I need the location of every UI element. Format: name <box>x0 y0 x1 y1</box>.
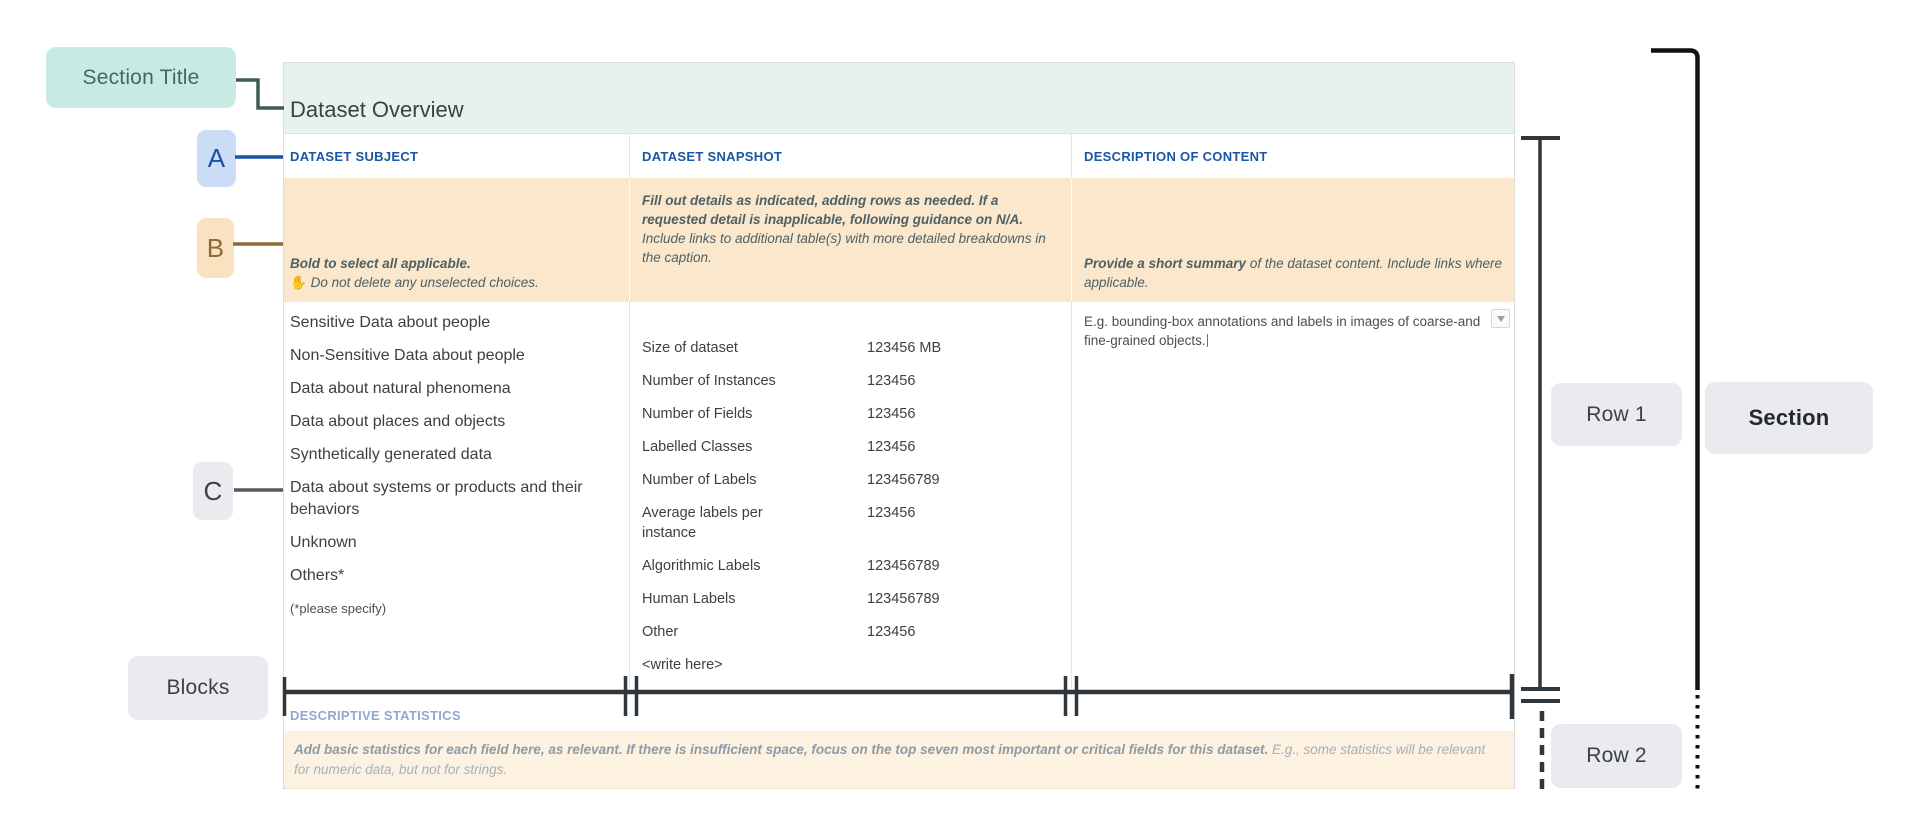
subject-instruction-rest: Do not delete any unselected choices. <box>306 275 539 290</box>
snapshot-label: Number of Labels <box>642 472 757 488</box>
snapshot-row: Number of Labels 123456789 <box>642 470 1061 490</box>
snapshot-label: Number of Fields <box>642 406 753 422</box>
subject-option: Data about places and objects <box>290 413 506 430</box>
write-here-placeholder: <write here> <box>642 657 723 673</box>
descriptive-statistics-header-row: DESCRIPTIVE STATISTICS <box>284 689 1514 731</box>
section-callout-text: Section <box>1748 405 1830 430</box>
snapshot-value: 123456 <box>867 373 916 389</box>
subject-options-cell: Sensitive Data about people Non-Sensitiv… <box>284 302 629 689</box>
snapshot-row: Labelled Classes 123456 <box>642 437 1061 457</box>
snapshot-instruction-rest: Include links to additional table(s) wit… <box>642 231 1046 265</box>
snapshot-value: 123456 MB <box>867 340 942 356</box>
text-cursor <box>1206 334 1209 347</box>
subject-option: Others* <box>290 567 345 584</box>
callout-c: C <box>193 462 233 520</box>
subject-option: Synthetically generated data <box>290 446 492 463</box>
row1-callout-text: Row 1 <box>1586 402 1647 426</box>
snapshot-value: 123456 <box>867 439 916 455</box>
snapshot-row: Human Labels 123456789 <box>642 589 1061 609</box>
descriptive-statistics-instruction-row: Add basic statistics for each field here… <box>284 731 1514 789</box>
subject-option: Sensitive Data about people <box>290 314 491 331</box>
section-title-connector <box>236 78 284 110</box>
snapshot-row: Average labels per instance 123456 <box>642 503 1061 543</box>
snapshot-value: 123456 <box>867 406 916 422</box>
subject-option: Data about systems or products and their… <box>290 479 583 518</box>
callout-a: A <box>197 130 236 187</box>
row2-callout: Row 2 <box>1551 724 1682 788</box>
stats-instruction-bold: Add basic statistics for each field here… <box>294 742 1269 757</box>
stats-instruction-rest: E.g., some statistics will be relevant f… <box>294 742 1486 777</box>
section-title-callout-text: Section Title <box>82 65 200 89</box>
blocks-callout-text: Blocks <box>166 676 230 699</box>
column-header-row: DATASET SUBJECT DATASET SNAPSHOT DESCRIP… <box>284 134 1514 178</box>
section-callout: Section <box>1705 382 1873 454</box>
snapshot-row: Number of Instances 123456 <box>642 371 1061 391</box>
blocks-callout: Blocks <box>128 656 268 720</box>
snapshot-label: Labelled Classes <box>642 439 753 455</box>
subject-instruction-bold: Bold to select all applicable. <box>290 256 471 271</box>
snapshot-label: Algorithmic Labels <box>642 558 761 574</box>
subject-instruction-cell: Bold to select all applicable. ✋ Do not … <box>284 178 629 301</box>
description-text-wrap: E.g. bounding-box annotations and labels… <box>1072 302 1513 350</box>
snapshot-row: Algorithmic Labels 123456789 <box>642 556 1061 576</box>
description-instruction-line2: Include links where applicable. <box>1084 256 1502 290</box>
section-title-row: Dataset Overview <box>284 63 1514 134</box>
callout-b: B <box>197 218 234 278</box>
snapshot-row: Number of Fields 123456 <box>642 404 1061 424</box>
snapshot-label: Average labels per instance <box>642 505 763 541</box>
stats-instruction-text: Add basic statistics for each field here… <box>294 740 1500 788</box>
subject-options-list: Sensitive Data about people Non-Sensitiv… <box>284 312 629 620</box>
callout-c-text: C <box>203 475 223 506</box>
header-dataset-snapshot: DATASET SNAPSHOT <box>629 134 1071 178</box>
cell-dropdown-button[interactable] <box>1491 309 1510 328</box>
subject-option: Data about natural phenomena <box>290 380 511 397</box>
header-description-of-content: DESCRIPTION OF CONTENT <box>1071 134 1513 178</box>
description-text: E.g. bounding-box annotations and labels… <box>1084 314 1481 348</box>
snapshot-value: 123456 <box>867 505 916 521</box>
snapshot-label: Number of Instances <box>642 373 776 389</box>
snapshot-instruction-bold: Fill out details as indicated, adding ro… <box>642 193 1024 227</box>
raised-hand-icon: ✋ <box>290 275 307 290</box>
snapshot-instruction-cell: Fill out details as indicated, adding ro… <box>629 178 1071 301</box>
description-instruction-rest: of the dataset content. <box>1246 256 1384 271</box>
snapshot-table-cell: Size of dataset 123456 MB Number of Inst… <box>629 302 1071 689</box>
row2-callout-text: Row 2 <box>1586 744 1647 767</box>
snapshot-label: Size of dataset <box>642 340 738 356</box>
snapshot-label: Human Labels <box>642 591 736 607</box>
snapshot-value: 123456789 <box>867 591 940 607</box>
snapshot-row: Other 123456 <box>642 622 1061 642</box>
content-row: Sensitive Data about people Non-Sensitiv… <box>284 301 1514 689</box>
descriptive-statistics-header: DESCRIPTIVE STATISTICS <box>290 707 461 723</box>
chevron-down-icon <box>1496 315 1505 322</box>
snapshot-label: Other <box>642 624 679 640</box>
callout-a-text: A <box>207 143 226 173</box>
subject-option-note: (*please specify) <box>290 601 387 616</box>
description-content-cell[interactable]: E.g. bounding-box annotations and labels… <box>1071 302 1513 689</box>
snapshot-value: 123456789 <box>867 558 940 574</box>
header-dataset-subject: DATASET SUBJECT <box>290 148 419 164</box>
data-card-table: Dataset Overview DATASET SUBJECT DATASET… <box>283 62 1515 789</box>
callout-b-text: B <box>206 232 225 263</box>
instruction-row: Bold to select all applicable. ✋ Do not … <box>284 178 1514 301</box>
section-title-callout: Section Title <box>46 47 236 108</box>
section-title-text: Dataset Overview <box>290 97 464 122</box>
description-instruction-cell: Provide a short summary of the dataset c… <box>1071 178 1513 301</box>
row1-callout: Row 1 <box>1551 383 1682 446</box>
snapshot-kv-list: Size of dataset 123456 MB Number of Inst… <box>630 302 1071 675</box>
subject-option: Unknown <box>290 534 357 551</box>
snapshot-value: 123456 <box>867 624 916 640</box>
snapshot-value: 123456789 <box>867 472 940 488</box>
description-instruction-bold: Provide a short summary <box>1084 256 1247 271</box>
subject-option: Non-Sensitive Data about people <box>290 347 525 364</box>
snapshot-row: Size of dataset 123456 MB <box>642 338 1061 358</box>
